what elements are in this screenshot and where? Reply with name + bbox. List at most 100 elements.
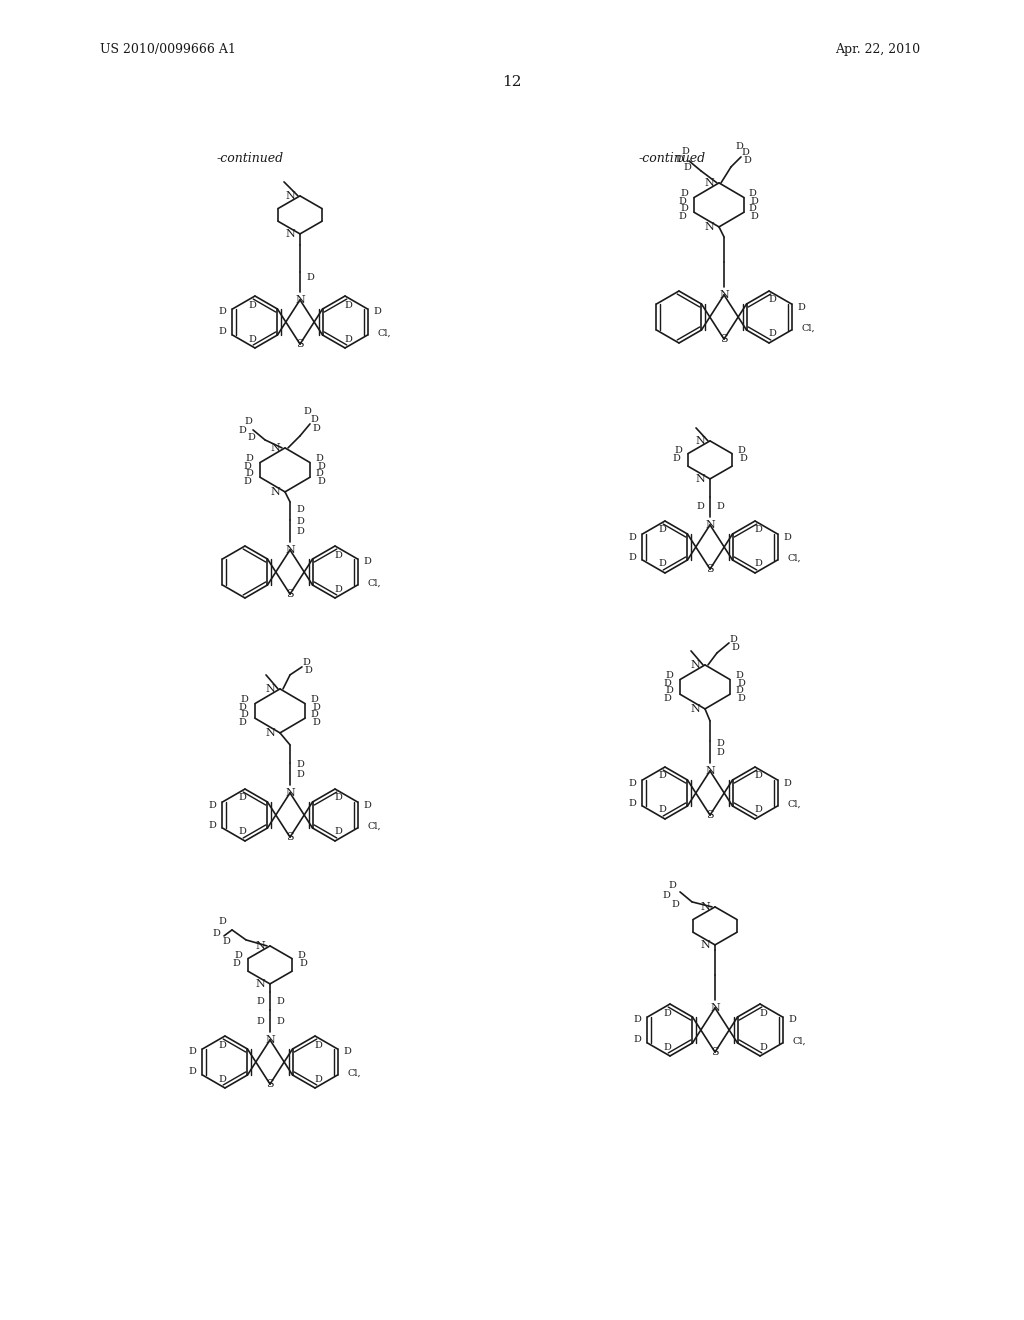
Text: D: D <box>716 503 724 511</box>
Text: D: D <box>315 454 323 463</box>
Text: D: D <box>245 469 253 478</box>
Text: D: D <box>297 952 305 960</box>
Text: N: N <box>255 979 265 989</box>
Text: N: N <box>710 1003 720 1012</box>
Text: D: D <box>364 800 372 809</box>
Text: D: D <box>678 197 686 206</box>
Text: D: D <box>729 635 737 644</box>
Text: D: D <box>768 330 776 338</box>
Text: D: D <box>232 960 240 968</box>
Text: D: D <box>334 793 342 803</box>
Text: D: D <box>741 148 749 157</box>
Text: D: D <box>248 334 256 343</box>
Text: D: D <box>737 694 744 702</box>
Text: US 2010/0099666 A1: US 2010/0099666 A1 <box>100 44 236 57</box>
Text: S: S <box>712 1047 719 1057</box>
Text: D: D <box>238 718 246 727</box>
Text: D: D <box>675 156 683 165</box>
Text: D: D <box>665 671 673 680</box>
Text: D: D <box>664 678 671 688</box>
Text: N: N <box>690 704 699 714</box>
Text: D: D <box>783 532 792 541</box>
Text: D: D <box>658 560 666 569</box>
Text: Cl,: Cl, <box>378 329 391 338</box>
Text: D: D <box>222 937 230 946</box>
Text: N: N <box>695 474 705 484</box>
Text: D: D <box>674 446 682 455</box>
Text: D: D <box>306 273 314 282</box>
Text: D: D <box>315 469 323 478</box>
Text: N: N <box>700 902 710 912</box>
Text: Cl,: Cl, <box>802 323 815 333</box>
Text: D: D <box>680 203 688 213</box>
Text: D: D <box>218 917 226 927</box>
Text: D: D <box>750 197 758 206</box>
Text: D: D <box>310 710 317 718</box>
Text: D: D <box>317 462 325 471</box>
Text: D: D <box>683 164 691 173</box>
Text: -continued: -continued <box>638 152 706 165</box>
Text: N: N <box>706 520 715 529</box>
Text: D: D <box>759 1043 767 1052</box>
Text: D: D <box>296 760 304 770</box>
Text: D: D <box>629 799 636 808</box>
Text: D: D <box>739 454 746 463</box>
Text: D: D <box>303 408 311 416</box>
Text: Cl,: Cl, <box>368 821 381 830</box>
Text: D: D <box>299 960 307 968</box>
Text: D: D <box>374 308 382 317</box>
Text: D: D <box>754 771 762 780</box>
Text: D: D <box>663 891 670 900</box>
Text: D: D <box>629 553 636 561</box>
Text: D: D <box>364 557 372 566</box>
Text: D: D <box>238 793 246 803</box>
Text: D: D <box>312 704 319 711</box>
Text: D: D <box>245 454 253 463</box>
Text: Cl,: Cl, <box>787 800 801 808</box>
Text: D: D <box>244 417 252 426</box>
Text: D: D <box>788 1015 797 1024</box>
Text: D: D <box>749 203 756 213</box>
Text: N: N <box>285 191 295 201</box>
Text: Apr. 22, 2010: Apr. 22, 2010 <box>835 44 920 57</box>
Text: N: N <box>690 660 699 671</box>
Text: N: N <box>285 788 295 797</box>
Text: D: D <box>665 685 673 694</box>
Text: N: N <box>285 228 295 239</box>
Text: D: D <box>314 1074 322 1084</box>
Text: D: D <box>658 771 666 780</box>
Text: D: D <box>256 998 264 1006</box>
Text: D: D <box>344 1048 351 1056</box>
Text: D: D <box>312 425 319 433</box>
Text: D: D <box>334 828 342 837</box>
Text: D: D <box>658 525 666 535</box>
Text: S: S <box>707 810 714 820</box>
Text: N: N <box>265 727 274 738</box>
Text: D: D <box>671 900 679 909</box>
Text: D: D <box>296 517 304 527</box>
Text: D: D <box>243 477 251 486</box>
Text: D: D <box>716 748 724 758</box>
Text: D: D <box>735 671 743 680</box>
Text: D: D <box>743 156 751 165</box>
Text: S: S <box>720 334 728 345</box>
Text: S: S <box>286 589 294 599</box>
Text: N: N <box>265 684 274 694</box>
Text: D: D <box>238 426 246 436</box>
Text: D: D <box>658 805 666 814</box>
Text: D: D <box>296 528 304 536</box>
Text: D: D <box>188 1048 197 1056</box>
Text: D: D <box>344 334 352 343</box>
Text: D: D <box>334 550 342 560</box>
Text: D: D <box>737 678 744 688</box>
Text: D: D <box>240 710 248 718</box>
Text: D: D <box>716 739 724 748</box>
Text: Cl,: Cl, <box>347 1068 361 1077</box>
Text: D: D <box>304 667 312 676</box>
Text: D: D <box>663 1008 671 1018</box>
Text: D: D <box>735 143 743 152</box>
Text: D: D <box>209 821 216 829</box>
Text: 12: 12 <box>502 75 522 88</box>
Text: N: N <box>270 444 280 453</box>
Text: D: D <box>218 1040 226 1049</box>
